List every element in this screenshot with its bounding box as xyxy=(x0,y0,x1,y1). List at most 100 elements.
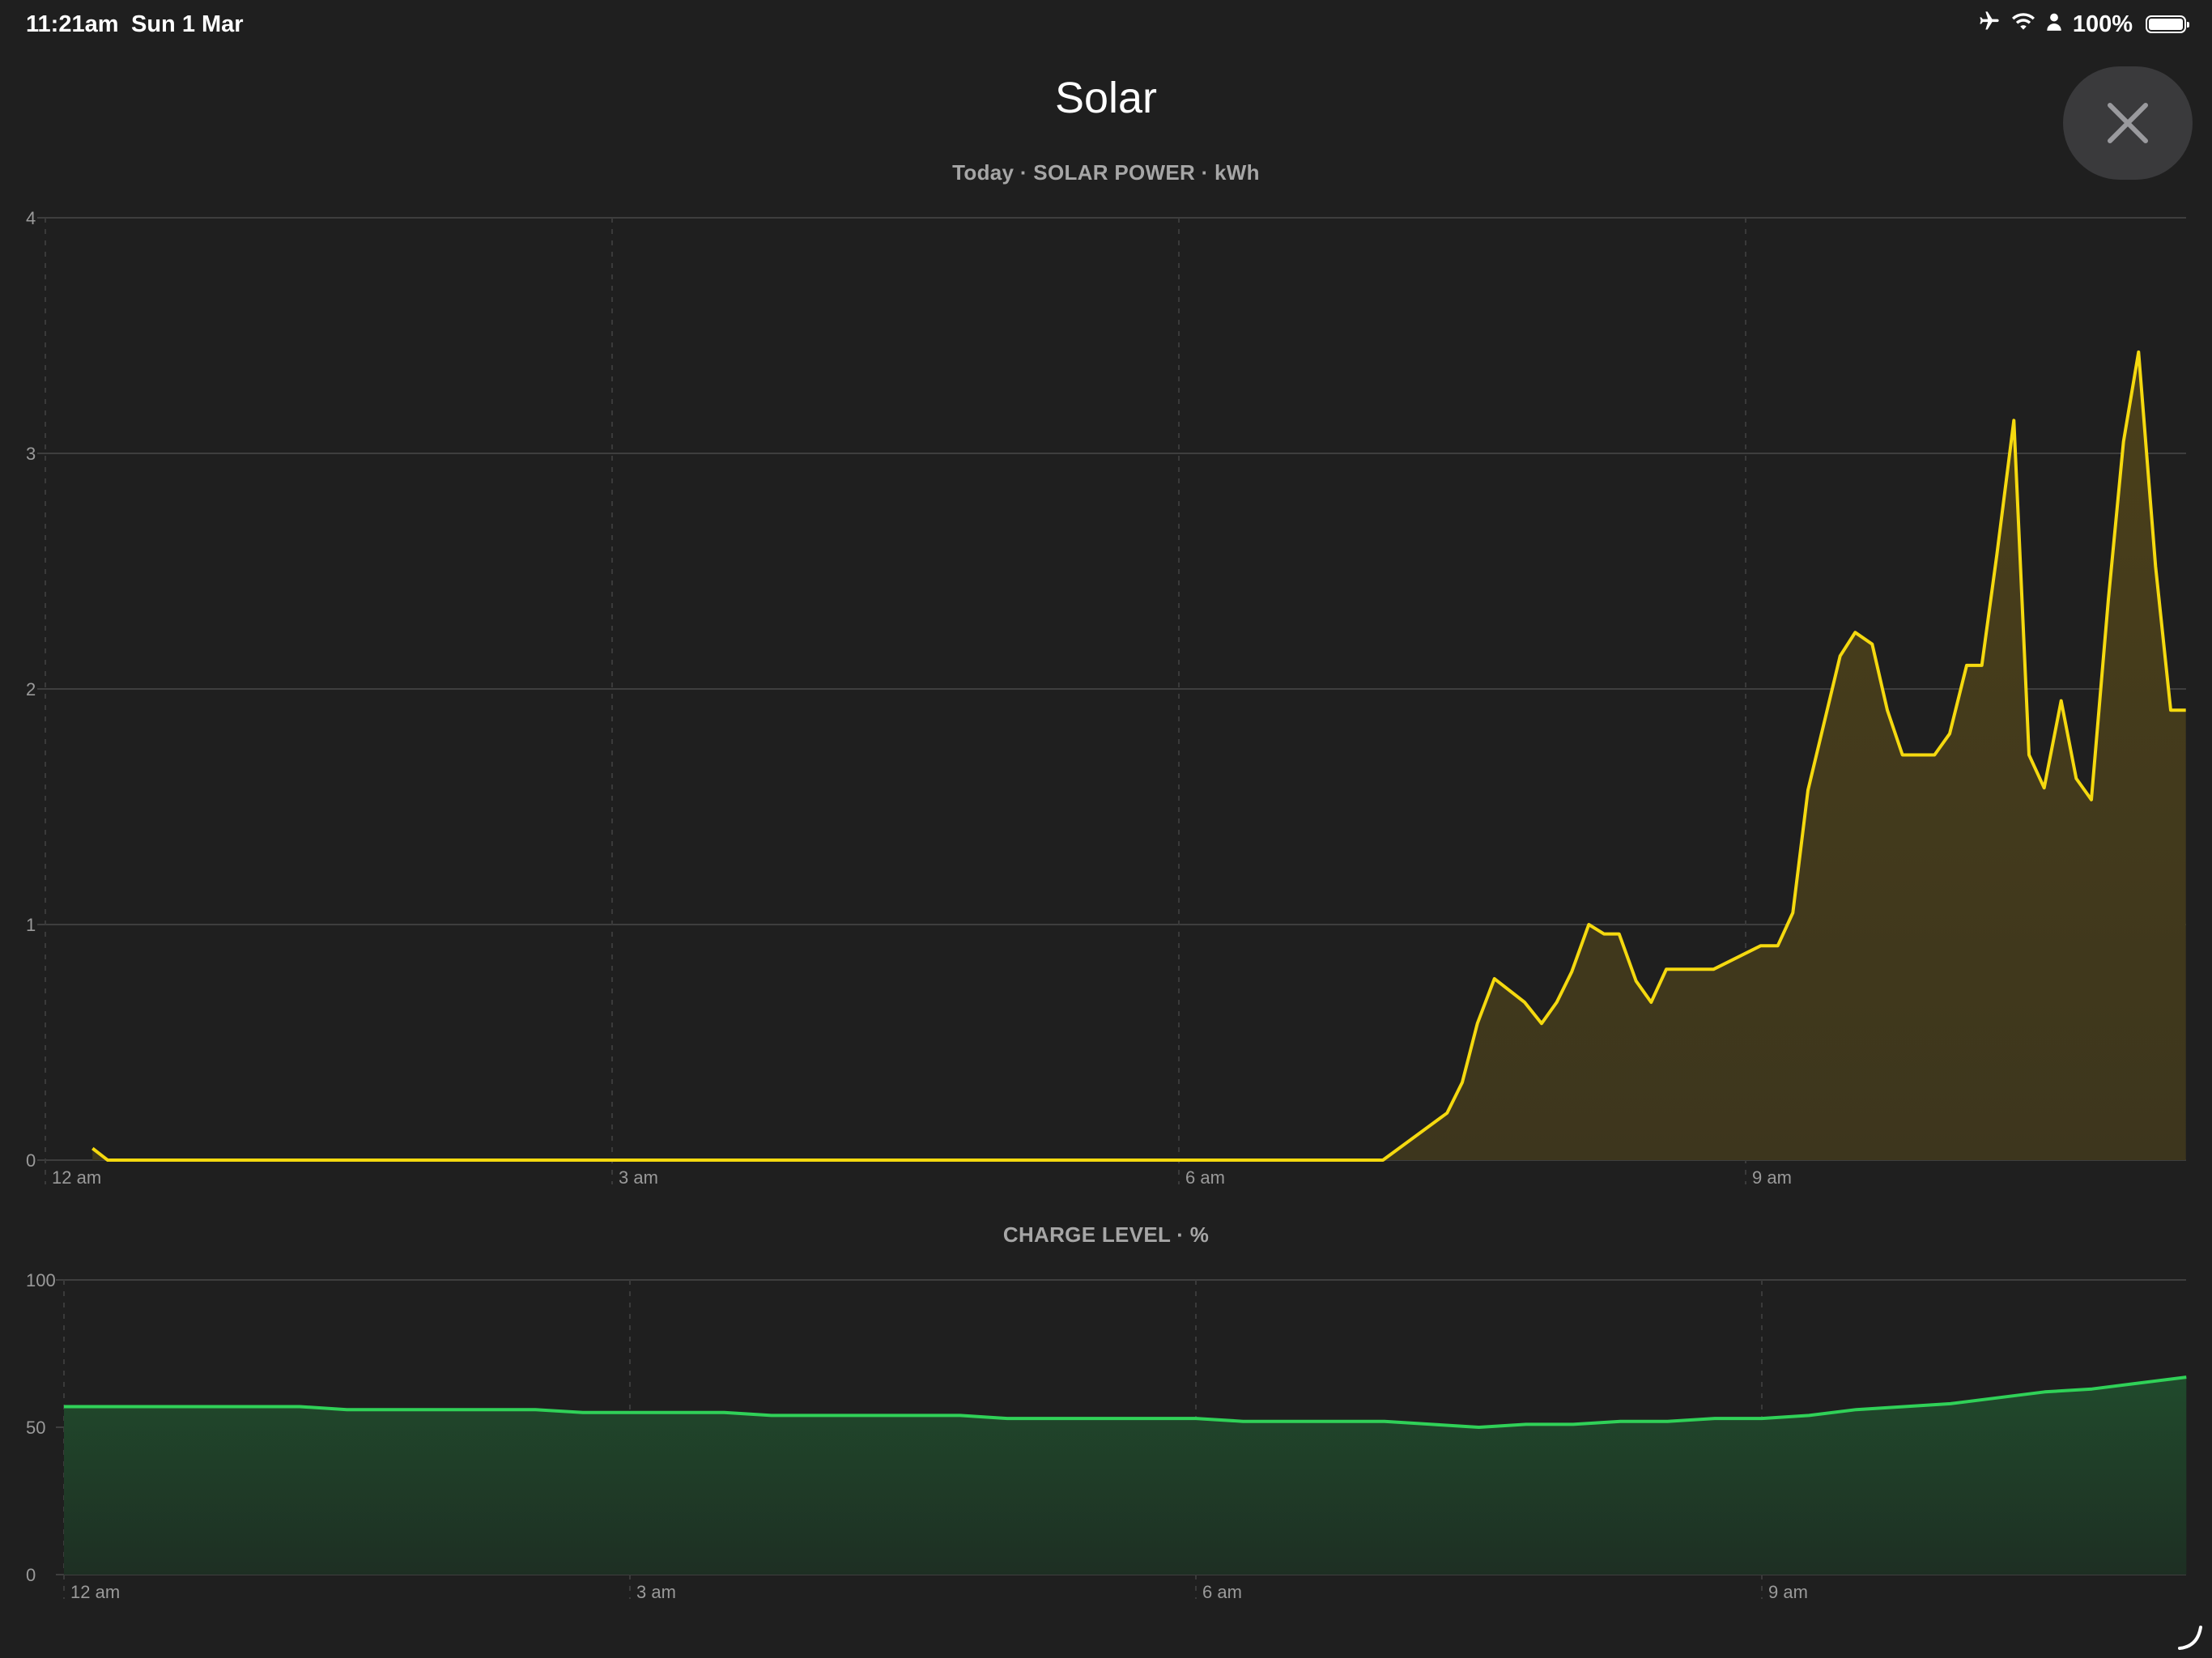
person-icon xyxy=(2045,11,2063,38)
data-point xyxy=(1618,1419,1623,1424)
y-tick-label: 100 xyxy=(26,1270,56,1290)
data-point xyxy=(1475,1021,1480,1026)
series-area xyxy=(92,351,2186,1160)
data-point xyxy=(1711,967,1716,971)
status-time: 11:21am xyxy=(26,11,119,37)
x-tick-label: 3 am xyxy=(619,1167,658,1188)
x-tick-label: 12 am xyxy=(52,1167,101,1188)
data-point xyxy=(2027,753,2031,758)
data-point xyxy=(250,1405,255,1409)
data-point xyxy=(1522,1000,1527,1005)
data-point xyxy=(2090,1387,2095,1392)
x-tick-label: 6 am xyxy=(1202,1582,1242,1602)
data-point xyxy=(1429,1422,1434,1426)
y-tick-label: 4 xyxy=(26,208,36,228)
data-point xyxy=(1555,1000,1559,1005)
data-point xyxy=(105,1158,110,1163)
wifi-icon xyxy=(2011,11,2035,38)
data-point xyxy=(1602,932,1606,937)
data-point xyxy=(2011,418,2016,423)
page-title: Solar xyxy=(1054,74,1158,122)
data-point xyxy=(1571,1422,1576,1426)
data-point xyxy=(1240,1419,1245,1424)
data-point xyxy=(2184,708,2189,712)
data-point xyxy=(769,1413,774,1418)
data-point xyxy=(2074,776,2078,781)
charge-chart-title: CHARGE LEVEL · % xyxy=(1002,1222,1210,1247)
data-point xyxy=(2121,440,2126,444)
x-tick-label: 12 am xyxy=(70,1582,120,1602)
data-point xyxy=(988,1158,993,1163)
data-point xyxy=(1806,788,1810,793)
data-point xyxy=(1948,1401,1953,1406)
data-point xyxy=(1806,1413,1811,1418)
series-line xyxy=(91,350,2186,1162)
data-point xyxy=(1900,753,1905,758)
close-button[interactable] xyxy=(2063,66,2193,180)
data-point xyxy=(610,1158,615,1163)
y-tick-label: 0 xyxy=(26,1150,36,1171)
status-date: Sun 1 Mar xyxy=(131,11,244,37)
data-point xyxy=(1980,663,1984,668)
data-point xyxy=(90,1146,95,1151)
solar-power-chart[interactable]: 0 1 2 3 4 12 am 3 am 6 am 9 am xyxy=(26,208,2189,1188)
y-tick-label: 2 xyxy=(26,679,36,699)
data-point xyxy=(798,1158,803,1163)
data-point xyxy=(1932,753,1937,758)
data-point xyxy=(1460,1080,1465,1085)
data-point xyxy=(2089,797,2094,802)
data-point xyxy=(2168,708,2173,712)
data-point xyxy=(958,1413,963,1418)
data-point xyxy=(1634,979,1639,984)
data-point xyxy=(345,1407,350,1412)
data-point xyxy=(1569,969,1574,974)
x-tick-label: 9 am xyxy=(1752,1167,1792,1188)
y-tick-label: 1 xyxy=(26,915,36,935)
data-point xyxy=(1586,922,1591,927)
data-point xyxy=(1648,1000,1653,1005)
status-indicators: 100% xyxy=(1977,10,2189,39)
solar-chart-title: Today · SOLAR POWER · kWh xyxy=(952,160,1260,185)
data-point xyxy=(1994,552,1999,557)
series-line xyxy=(64,1375,2187,1429)
x-tick-label: 9 am xyxy=(1768,1582,1808,1602)
data-point xyxy=(1854,1407,1859,1412)
data-point xyxy=(1477,1425,1482,1430)
data-point xyxy=(1712,1416,1717,1421)
data-point xyxy=(1365,1158,1370,1163)
battery-percent: 100% xyxy=(2072,11,2133,37)
data-point xyxy=(1853,630,1857,635)
data-point xyxy=(1759,1416,1764,1421)
battery-icon xyxy=(2146,15,2189,33)
data-point xyxy=(1790,911,1795,916)
resize-handle-icon[interactable] xyxy=(2175,1622,2204,1652)
data-point xyxy=(1539,1021,1544,1026)
data-point xyxy=(1885,708,1890,712)
charge-level-chart[interactable]: 0 50 100 12 am 3 am 6 am 9 am xyxy=(26,1270,2189,1602)
data-point xyxy=(1005,1416,1010,1421)
data-point xyxy=(1176,1158,1181,1163)
data-point xyxy=(581,1410,585,1415)
data-point xyxy=(2137,1380,2142,1385)
x-tick-label: 3 am xyxy=(636,1582,676,1602)
data-point xyxy=(232,1158,236,1163)
data-point xyxy=(62,1405,66,1409)
data-point xyxy=(1664,967,1669,971)
series-area xyxy=(64,1377,2187,1575)
data-point xyxy=(2184,1375,2189,1380)
data-point xyxy=(1759,943,1763,948)
data-point xyxy=(486,1407,491,1412)
data-point xyxy=(2106,597,2111,602)
data-point xyxy=(1665,1419,1670,1424)
data-point xyxy=(1382,1419,1387,1424)
data-point xyxy=(722,1410,727,1415)
data-point xyxy=(2059,699,2064,704)
data-point xyxy=(1617,932,1622,937)
data-point xyxy=(534,1407,538,1412)
data-point xyxy=(297,1405,302,1409)
data-point xyxy=(1776,943,1780,948)
airplane-icon xyxy=(1977,10,2001,39)
data-point xyxy=(2042,785,2047,790)
